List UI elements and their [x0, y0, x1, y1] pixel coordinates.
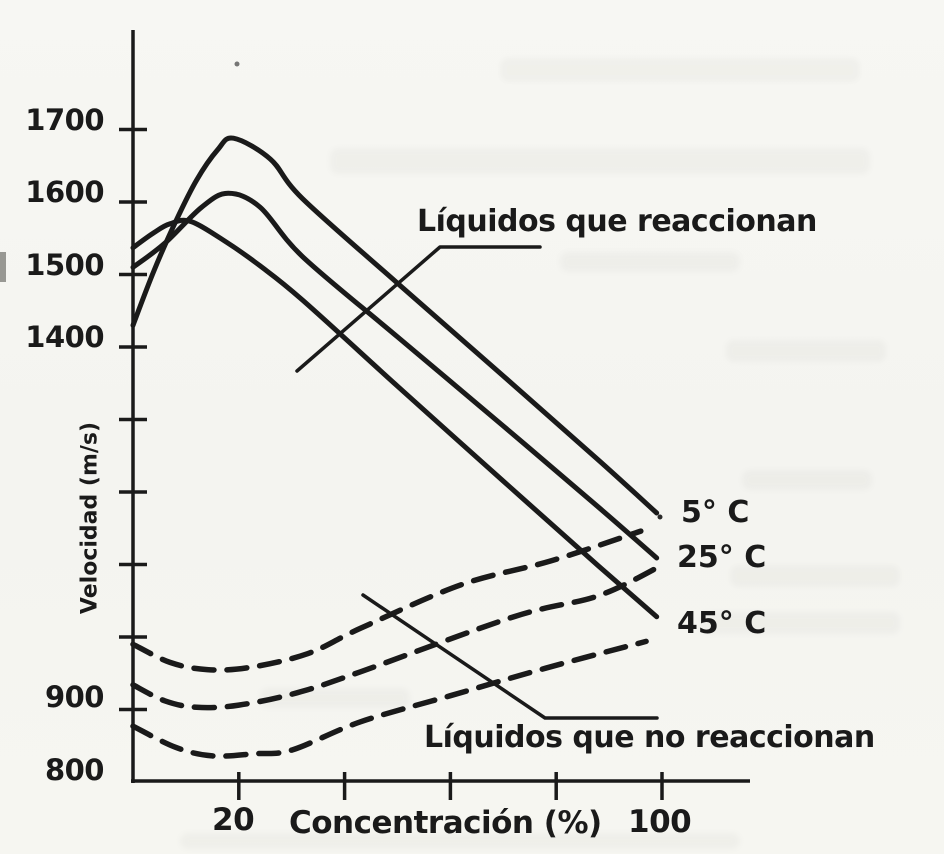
temp-label-45c: 45° C	[677, 606, 767, 641]
temp-label-5c: 5° C	[681, 495, 750, 530]
curve-dashed-45c	[130, 638, 649, 759]
y-tick-label-1700: 1700	[25, 103, 104, 137]
y-tick-label-1500: 1500	[25, 248, 104, 282]
curves-layer	[130, 135, 665, 759]
ink-speck-artifact	[657, 514, 663, 520]
curve-solid-25c	[130, 190, 660, 561]
x-axis-title: Concentración (%)	[289, 805, 602, 841]
curve-solid-5c	[130, 135, 660, 516]
y-axis-title: Velocidad (m/s)	[77, 421, 103, 615]
y-tick-label-1400: 1400	[25, 320, 104, 354]
callout-line-reaccionan	[295, 245, 542, 373]
y-tick-label-900: 900	[44, 680, 105, 714]
scan-edge-artifact	[0, 252, 6, 282]
y-tick-label-800: 800	[44, 753, 105, 787]
curve-dashed-25c	[130, 562, 665, 711]
x-tick-label-100: 100	[628, 804, 692, 840]
annotation-layer	[0, 61, 663, 720]
y-tick-label-1600: 1600	[25, 175, 104, 209]
curve-solid-45c	[130, 217, 660, 620]
dashed-curves-label: Líquidos que no reaccionan	[424, 720, 875, 755]
ink-speck-artifact	[234, 61, 240, 67]
curve-dashed-5c	[130, 528, 644, 673]
solid-curves-label: Líquidos que reaccionan	[417, 204, 817, 239]
axes-layer	[119, 30, 750, 800]
x-tick-label-20: 20	[212, 802, 255, 838]
temp-label-25c: 25° C	[677, 540, 767, 575]
callout-line-no-reaccionan	[361, 593, 659, 720]
